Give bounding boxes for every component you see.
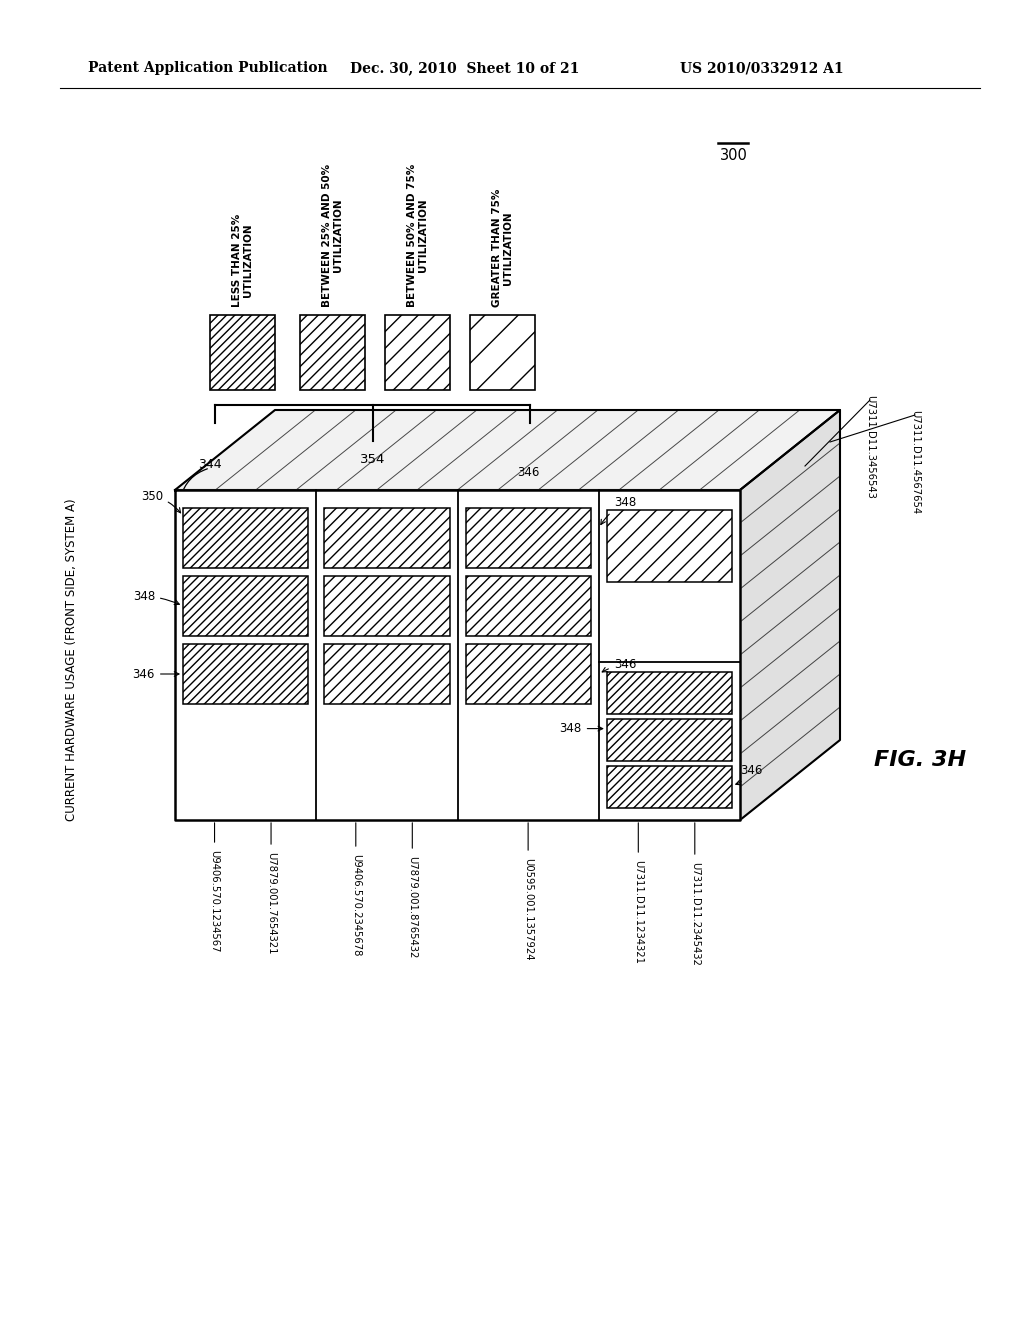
Text: GREATER THAN 75%
UTILIZATION: GREATER THAN 75% UTILIZATION — [492, 189, 513, 308]
Text: Dec. 30, 2010  Sheet 10 of 21: Dec. 30, 2010 Sheet 10 of 21 — [350, 61, 580, 75]
Text: BETWEEN 25% AND 50%
UTILIZATION: BETWEEN 25% AND 50% UTILIZATION — [322, 164, 343, 308]
Text: 346: 346 — [736, 764, 763, 785]
Bar — [466, 576, 591, 636]
Text: U7311.D11.1234321: U7311.D11.1234321 — [633, 861, 643, 964]
Text: FIG. 3H: FIG. 3H — [873, 750, 966, 770]
Bar — [466, 508, 591, 568]
Text: U7311.D11.3456543: U7311.D11.3456543 — [865, 395, 874, 499]
Text: 352: 352 — [611, 671, 634, 684]
Bar — [300, 315, 365, 389]
Text: US 2010/0332912 A1: US 2010/0332912 A1 — [680, 61, 844, 75]
Text: Patent Application Publication: Patent Application Publication — [88, 61, 328, 75]
Bar — [325, 576, 450, 636]
Text: U9406.570.1234567: U9406.570.1234567 — [210, 850, 219, 953]
Text: 348: 348 — [133, 590, 179, 605]
Text: BETWEEN 50% AND 75%
UTILIZATION: BETWEEN 50% AND 75% UTILIZATION — [407, 164, 428, 308]
Text: 348: 348 — [559, 722, 603, 735]
Text: 346: 346 — [517, 466, 540, 479]
Text: U9406.570.2345678: U9406.570.2345678 — [351, 854, 360, 957]
Text: 346: 346 — [602, 657, 636, 672]
Bar — [325, 644, 450, 704]
Polygon shape — [740, 411, 840, 820]
Text: U7311.D11.2345432: U7311.D11.2345432 — [690, 862, 699, 966]
Text: U0595.001.1357924: U0595.001.1357924 — [523, 858, 534, 961]
Bar — [183, 644, 308, 704]
Bar — [385, 315, 450, 389]
Bar — [466, 644, 591, 704]
Text: 350: 350 — [141, 490, 180, 512]
Polygon shape — [175, 411, 840, 490]
Text: 350: 350 — [572, 657, 595, 671]
Text: 300: 300 — [720, 148, 748, 162]
Bar — [607, 718, 732, 760]
Text: 348: 348 — [601, 496, 636, 524]
Text: CURRENT HARDWARE USAGE (FRONT SIDE, SYSTEM A): CURRENT HARDWARE USAGE (FRONT SIDE, SYST… — [66, 499, 79, 821]
Bar — [607, 766, 732, 808]
Bar — [325, 508, 450, 568]
Text: 346: 346 — [133, 668, 179, 681]
Bar — [210, 315, 275, 389]
Text: 344: 344 — [198, 458, 221, 471]
Text: 354: 354 — [359, 453, 385, 466]
Bar — [607, 672, 732, 714]
Text: U7879.001.7654321: U7879.001.7654321 — [266, 851, 276, 954]
Text: LESS THAN 25%
UTILIZATION: LESS THAN 25% UTILIZATION — [231, 214, 253, 308]
Bar — [470, 315, 535, 389]
Bar — [183, 576, 308, 636]
Text: U7311.D11.4567654: U7311.D11.4567654 — [910, 411, 920, 513]
Bar — [183, 508, 308, 568]
Text: U7879.001.8765432: U7879.001.8765432 — [408, 855, 418, 958]
Polygon shape — [175, 490, 740, 820]
Bar — [607, 510, 732, 582]
